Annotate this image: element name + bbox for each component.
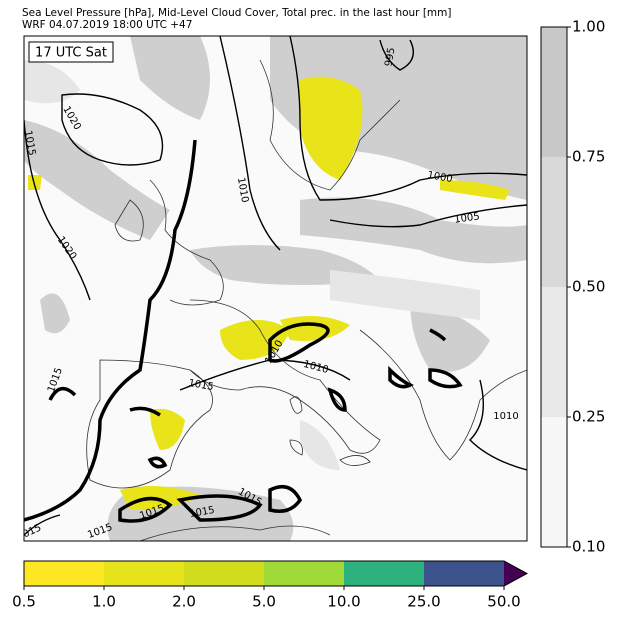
isobar-label: 1015 bbox=[189, 505, 216, 520]
isobar-label: 1015 bbox=[22, 130, 37, 157]
colorbar-label: 0.75 bbox=[572, 148, 605, 166]
isobar-label: 1010 bbox=[493, 411, 518, 422]
isobar-label: 1015 bbox=[187, 378, 214, 393]
header-line: Sea Level Pressure [hPa], Mid-Level Clou… bbox=[22, 7, 452, 19]
map-area: 1020 1015 1020 1015 1015 1010 995 1000 1… bbox=[22, 36, 527, 541]
colorbar-label: 25.0 bbox=[407, 593, 440, 611]
colorbar-label: 0.10 bbox=[572, 538, 605, 556]
cloud-colorbar: 0.10 0.25 0.50 0.75 1.00 bbox=[540, 18, 605, 556]
colorbar-label: 50.0 bbox=[487, 593, 520, 611]
isobar-label: 1005 bbox=[454, 211, 481, 225]
colorbar-label: 10.0 bbox=[327, 593, 360, 611]
colorbar-label: 0.5 bbox=[12, 593, 36, 611]
precip-colorbar: 0.5 1.0 2.0 5.0 10.0 25.0 50.0 bbox=[12, 560, 529, 611]
header-line: WRF 04.07.2019 18:00 UTC +47 bbox=[22, 19, 192, 31]
time-label: 17 UTC Sat bbox=[35, 46, 107, 61]
colorbar-label: 2.0 bbox=[172, 593, 196, 611]
colorbar-label: 0.50 bbox=[572, 278, 605, 296]
colorbar-label: 0.25 bbox=[572, 408, 605, 426]
colorbar-label: 1.00 bbox=[572, 18, 605, 36]
isobar-label: 1000 bbox=[426, 170, 453, 185]
colorbar-label: 1.0 bbox=[92, 593, 116, 611]
colorbar-label: 5.0 bbox=[252, 593, 276, 611]
isobar-label: 1010 bbox=[235, 177, 250, 204]
isobar-label: 995 bbox=[383, 47, 397, 68]
